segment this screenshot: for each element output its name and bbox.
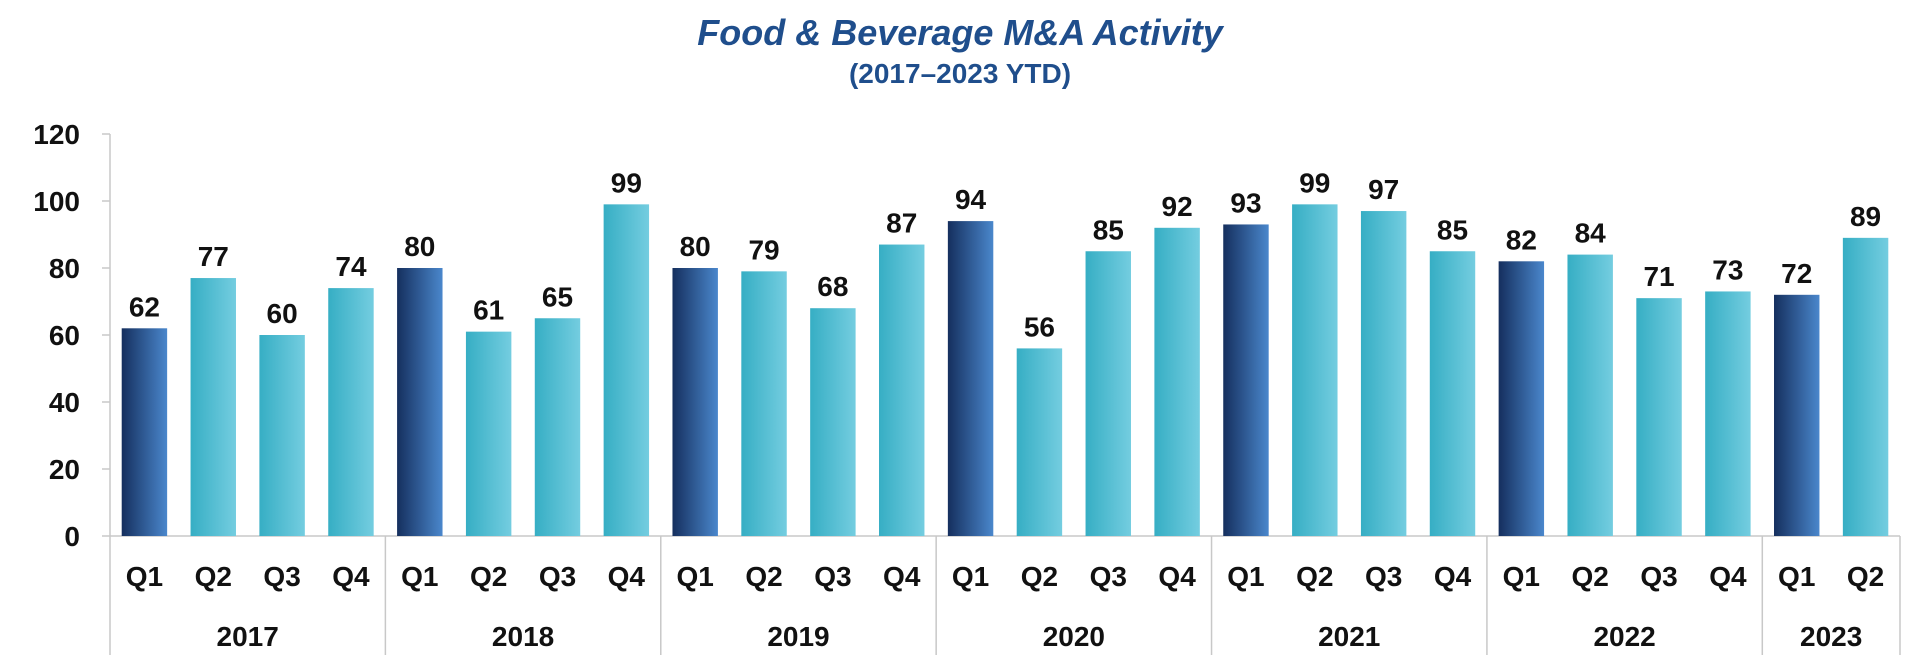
data-label: 79 bbox=[748, 234, 779, 265]
data-label: 77 bbox=[198, 241, 229, 272]
data-label: 73 bbox=[1712, 254, 1743, 285]
year-group-label: 2021 bbox=[1318, 621, 1380, 652]
x-tick-label: Q2 bbox=[470, 561, 507, 592]
bar bbox=[1360, 211, 1407, 537]
data-label: 94 bbox=[955, 184, 987, 215]
x-tick-label: Q3 bbox=[814, 561, 851, 592]
data-label: 80 bbox=[404, 231, 435, 262]
bar bbox=[603, 204, 650, 536]
x-tick-label: Q1 bbox=[1503, 561, 1540, 592]
x-tick-label: Q4 bbox=[1158, 561, 1196, 592]
bar bbox=[1498, 261, 1545, 536]
data-label: 80 bbox=[680, 231, 711, 262]
y-tick-label: 100 bbox=[33, 186, 80, 217]
y-tick-label: 40 bbox=[49, 387, 80, 418]
year-group-label: 2022 bbox=[1593, 621, 1655, 652]
bar bbox=[672, 268, 718, 536]
bar bbox=[1085, 251, 1131, 536]
year-group-label: 2019 bbox=[767, 621, 829, 652]
bar bbox=[879, 244, 925, 537]
data-label: 82 bbox=[1506, 224, 1537, 255]
x-tick-label: Q2 bbox=[1572, 561, 1609, 592]
data-label: 93 bbox=[1230, 187, 1261, 218]
data-label: 97 bbox=[1368, 174, 1399, 205]
data-label: 68 bbox=[817, 271, 848, 302]
bar bbox=[1842, 237, 1889, 536]
x-tick-label: Q2 bbox=[745, 561, 782, 592]
bar bbox=[534, 318, 581, 536]
bar bbox=[121, 328, 168, 536]
x-tick-label: Q4 bbox=[1709, 561, 1747, 592]
bar bbox=[947, 221, 994, 536]
year-group-label: 2023 bbox=[1800, 621, 1862, 652]
y-tick-label: 20 bbox=[49, 454, 80, 485]
chart-title: Food & Beverage M&A Activity bbox=[697, 12, 1223, 53]
x-tick-label: Q3 bbox=[1090, 561, 1127, 592]
bar bbox=[190, 278, 236, 536]
data-label: 60 bbox=[267, 298, 298, 329]
data-label: 89 bbox=[1850, 201, 1881, 232]
bar bbox=[1567, 254, 1613, 536]
x-tick-label: Q2 bbox=[1296, 561, 1333, 592]
data-label: 74 bbox=[335, 251, 367, 282]
data-label: 99 bbox=[1299, 167, 1330, 198]
x-tick-label: Q4 bbox=[608, 561, 646, 592]
chart-subtitle: (2017–2023 YTD) bbox=[848, 58, 1072, 89]
year-group-label: 2017 bbox=[217, 621, 279, 652]
y-tick-label: 80 bbox=[49, 253, 80, 284]
bar bbox=[741, 271, 787, 536]
data-label: 85 bbox=[1093, 214, 1124, 245]
bar bbox=[1429, 251, 1476, 536]
data-label: 84 bbox=[1575, 218, 1607, 249]
data-label: 71 bbox=[1643, 261, 1674, 292]
x-tick-label: Q1 bbox=[1227, 561, 1264, 592]
bar bbox=[1705, 291, 1751, 536]
x-tick-label: Q3 bbox=[539, 561, 576, 592]
year-group-label: 2018 bbox=[492, 621, 554, 652]
bar bbox=[397, 268, 443, 536]
bar bbox=[1774, 294, 1820, 536]
x-tick-label: Q3 bbox=[1365, 561, 1402, 592]
bar bbox=[328, 288, 374, 536]
x-tick-label: Q1 bbox=[952, 561, 989, 592]
bar bbox=[1292, 204, 1338, 536]
x-tick-label: Q4 bbox=[883, 561, 921, 592]
data-label: 87 bbox=[886, 208, 917, 239]
x-tick-label: Q3 bbox=[1640, 561, 1677, 592]
bar bbox=[259, 335, 305, 536]
data-label: 92 bbox=[1162, 191, 1193, 222]
x-tick-label: Q1 bbox=[677, 561, 714, 592]
data-label: 62 bbox=[129, 291, 160, 322]
data-label: 65 bbox=[542, 281, 573, 312]
x-tick-label: Q1 bbox=[126, 561, 163, 592]
bar bbox=[1223, 224, 1269, 536]
data-label: 72 bbox=[1781, 258, 1812, 289]
bar bbox=[1154, 227, 1200, 537]
x-tick-label: Q2 bbox=[195, 561, 232, 592]
y-tick-label: 0 bbox=[64, 521, 80, 552]
y-tick-label: 120 bbox=[33, 119, 80, 150]
x-tick-label: Q2 bbox=[1847, 561, 1884, 592]
x-tick-label: Q2 bbox=[1021, 561, 1058, 592]
data-label: 85 bbox=[1437, 214, 1468, 245]
x-tick-label: Q3 bbox=[263, 561, 300, 592]
bar bbox=[465, 331, 512, 536]
x-tick-label: Q4 bbox=[332, 561, 370, 592]
data-label: 56 bbox=[1024, 311, 1055, 342]
data-label: 99 bbox=[611, 167, 642, 198]
bar bbox=[1016, 348, 1063, 536]
x-tick-label: Q4 bbox=[1434, 561, 1472, 592]
data-label: 61 bbox=[473, 295, 504, 326]
bar bbox=[1636, 298, 1682, 536]
bar bbox=[810, 308, 856, 536]
x-tick-label: Q1 bbox=[401, 561, 438, 592]
x-tick-label: Q1 bbox=[1778, 561, 1815, 592]
y-tick-label: 60 bbox=[49, 320, 80, 351]
year-group-label: 2020 bbox=[1043, 621, 1105, 652]
